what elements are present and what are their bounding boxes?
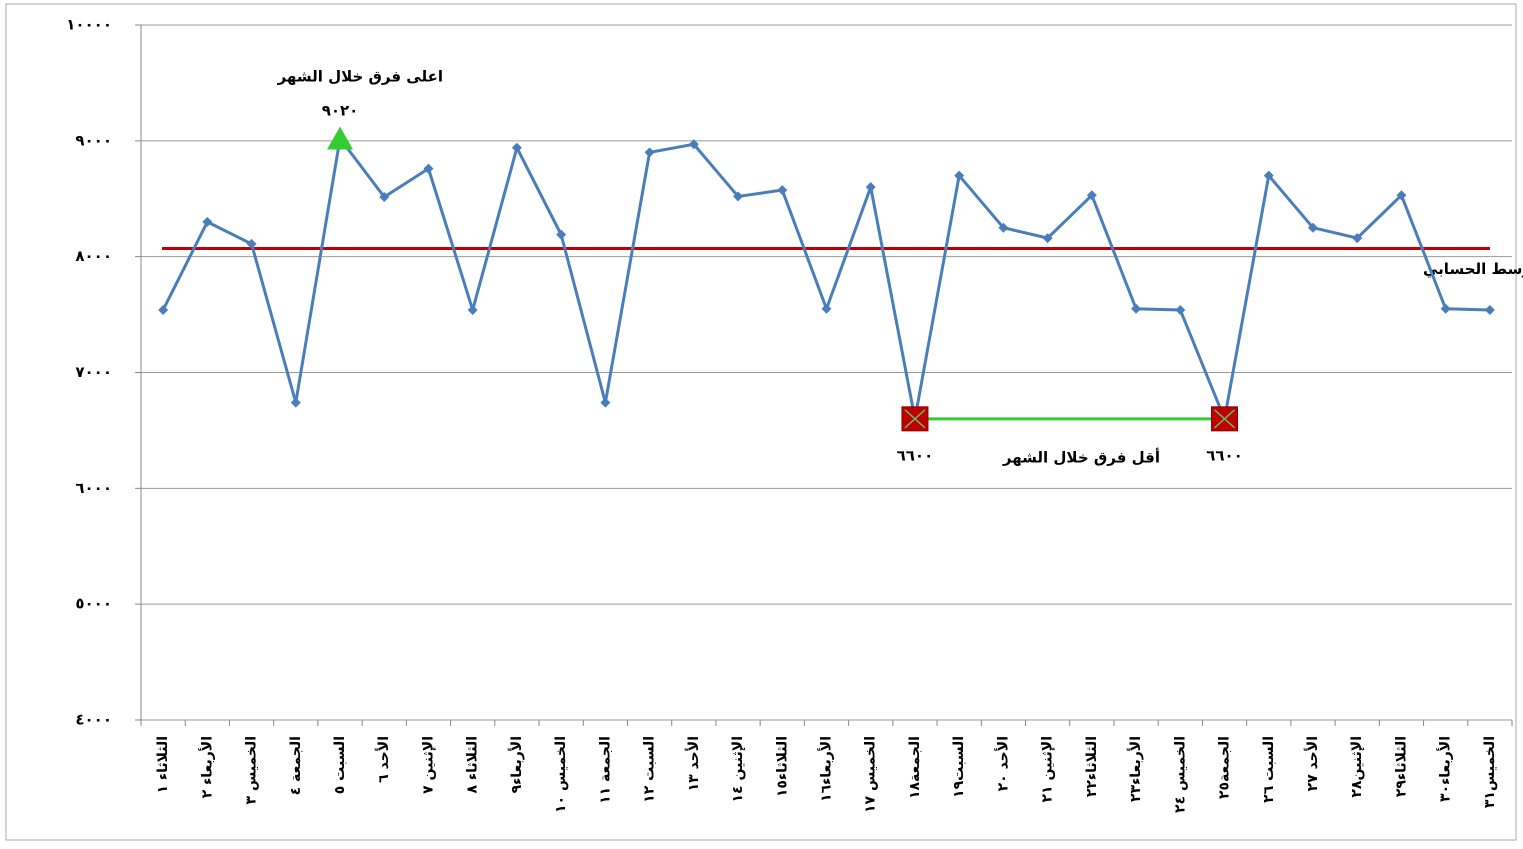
- point: [556, 229, 567, 240]
- y-tick-label: ٧٠٠٠: [75, 363, 112, 381]
- point: [954, 170, 965, 181]
- y-tick-label: ١٠٠٠٠: [66, 16, 112, 34]
- point: [158, 304, 169, 315]
- point: [733, 191, 744, 202]
- point: [777, 185, 788, 196]
- point: [1042, 233, 1053, 244]
- y-tick-label: ٨٠٠٠: [75, 247, 112, 265]
- x-tick-label: السبت١٩: [951, 736, 967, 798]
- point: [1484, 304, 1495, 315]
- point: [644, 147, 655, 158]
- series-line: [161, 134, 1490, 425]
- x-tick-label: الخميس ٣: [244, 736, 260, 804]
- x-tick-label: الجمعة ١١: [597, 736, 613, 804]
- x-tick-label: الأحد ١٣: [685, 736, 702, 791]
- max-note-text: اعلى فرق خلال الشهر: [277, 68, 443, 86]
- max-marker: [327, 126, 354, 150]
- x-tick-label: الخميس ١٧: [863, 736, 879, 813]
- point: [1396, 190, 1407, 201]
- point: [1175, 304, 1186, 315]
- y-tick-label: ٩٠٠٠: [75, 131, 112, 149]
- min-note-value: ٦٦٠٠: [897, 447, 934, 465]
- point: [1440, 303, 1451, 314]
- x-tick-label: الإثنين ٢١: [1040, 736, 1056, 802]
- x-tick-label: الثلاثاء١٥: [774, 736, 790, 797]
- point: [821, 303, 832, 314]
- min-note-value: ٦٦٠٠: [1206, 447, 1243, 465]
- x-tick-label: السبت ٢٦: [1261, 736, 1277, 803]
- point: [1086, 190, 1097, 201]
- frame: [5, 3, 1517, 841]
- x-tick-label: الخميس ٢٤: [1172, 736, 1188, 813]
- point: [688, 139, 699, 150]
- x-tick-label: السبت ١٢: [642, 736, 658, 803]
- x-tick-label: الثلاثاء٢٢: [1084, 736, 1100, 797]
- x-tick-label: الإثنين ١٤: [730, 736, 746, 802]
- max-note-value: ٩٠٢٠: [322, 102, 359, 120]
- point: [1352, 233, 1363, 244]
- x-tick-label: الأحد ٦: [375, 736, 392, 783]
- x-tick-label: الجمعة١٨: [907, 736, 923, 799]
- x-tick-label: الأربعاء١٦: [818, 736, 835, 802]
- y-tick-label: ٦٠٠٠: [75, 479, 112, 497]
- x-tick-label: الخميس ١٠: [553, 736, 569, 813]
- min-note-text: أقل فرق خلال الشهر: [1002, 448, 1160, 467]
- point: [1263, 170, 1274, 181]
- x-tick-label: الثلاثاء ٨: [465, 736, 481, 794]
- x-tick-label: الإثنين٢٨: [1349, 736, 1365, 798]
- x-tick-label: الأحد ٢٧: [1304, 736, 1321, 791]
- x-tick-label: الأربعاء٢٣: [1127, 736, 1144, 802]
- x-tick-label: الجمعة ٤: [288, 736, 304, 795]
- y-tick-label: ٤٠٠٠: [75, 711, 112, 729]
- point: [467, 304, 478, 315]
- min-marker-x: [904, 409, 926, 429]
- x-tick-label: السبت ٥: [332, 736, 348, 794]
- x-tick-label: الخميس٣١: [1482, 736, 1498, 808]
- x-tick-label: الثلاثاء٢٩: [1393, 736, 1409, 797]
- x-tick-label: الأربعاء٣٠: [1437, 736, 1454, 802]
- point: [1307, 222, 1318, 233]
- point: [379, 192, 390, 203]
- x-tick-label: الإثنين ٧: [420, 736, 436, 794]
- point: [998, 222, 1009, 233]
- x-tick-label: الأربعاء ٢: [198, 736, 215, 798]
- point: [600, 397, 611, 408]
- point: [511, 142, 522, 153]
- mean-label: المتوسط الحسابي: [1423, 260, 1523, 278]
- point: [290, 397, 301, 408]
- point: [423, 163, 434, 174]
- y-tick-label: ٥٠٠٠: [75, 595, 112, 613]
- x-tick-label: الأربعاء٩: [508, 736, 525, 793]
- point: [246, 238, 257, 249]
- point: [202, 216, 213, 227]
- x-tick-label: الأحد ٢٠: [994, 736, 1011, 791]
- point: [1131, 303, 1142, 314]
- min-marker-x: [1214, 409, 1236, 429]
- x-tick-label: الجمعة٢٥: [1217, 736, 1233, 799]
- point: [865, 182, 876, 193]
- x-tick-label: الثلاثاء ١: [155, 736, 171, 794]
